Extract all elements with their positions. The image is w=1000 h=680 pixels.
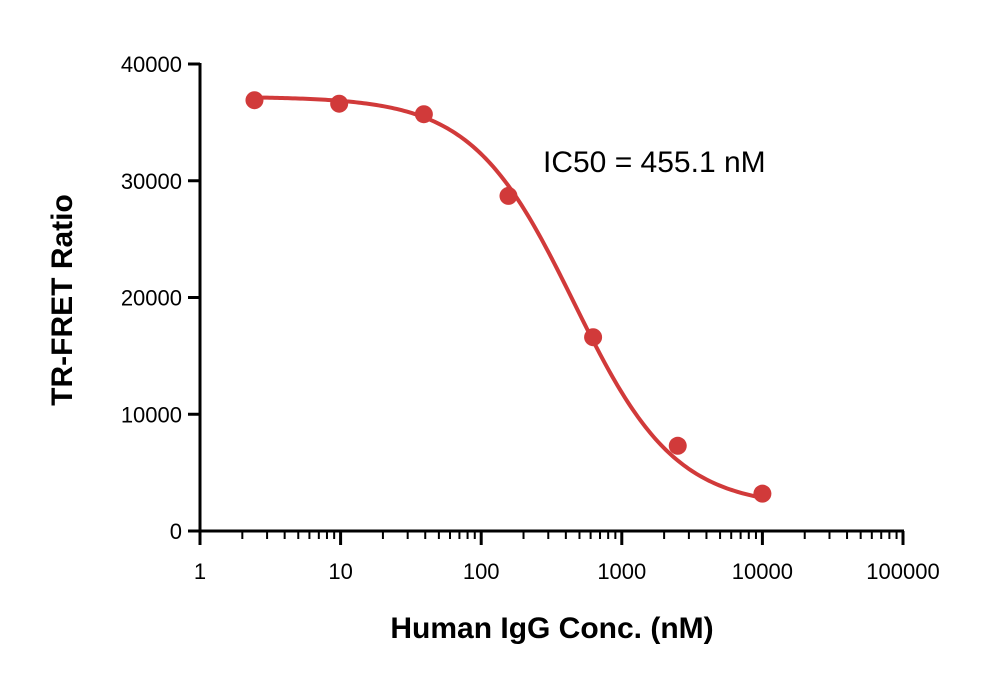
x-tick-label: 10 [328, 559, 352, 584]
data-point [499, 186, 518, 205]
data-points [245, 91, 772, 503]
x-tick-label: 100000 [866, 559, 939, 584]
y-tick-label: 20000 [121, 286, 182, 311]
y-tick-label: 10000 [121, 402, 182, 427]
data-point [584, 328, 603, 347]
data-point [753, 484, 772, 503]
x-ticks: 1 10 100 1000 10000 100000 [194, 531, 940, 584]
x-tick-label: 100 [463, 559, 500, 584]
y-tick-label: 30000 [121, 169, 182, 194]
data-point [414, 105, 433, 124]
y-tick-label: 0 [170, 519, 182, 544]
x-axis-title: Human IgG Conc. (nM) [390, 612, 713, 645]
data-point [245, 91, 264, 110]
data-point [668, 436, 687, 455]
y-ticks: 0 10000 20000 30000 40000 [121, 52, 200, 544]
y-axis-title: TR-FRET Ratio [46, 194, 79, 406]
y-tick-label: 40000 [121, 52, 182, 77]
x-tick-label: 1000 [597, 559, 646, 584]
x-minor-ticks [241, 531, 898, 539]
axes [198, 63, 904, 533]
x-tick-label: 1 [194, 559, 206, 584]
data-point [330, 94, 349, 113]
ic50-annotation: IC50 = 455.1 nM [543, 146, 766, 179]
x-tick-label: 10000 [732, 559, 793, 584]
